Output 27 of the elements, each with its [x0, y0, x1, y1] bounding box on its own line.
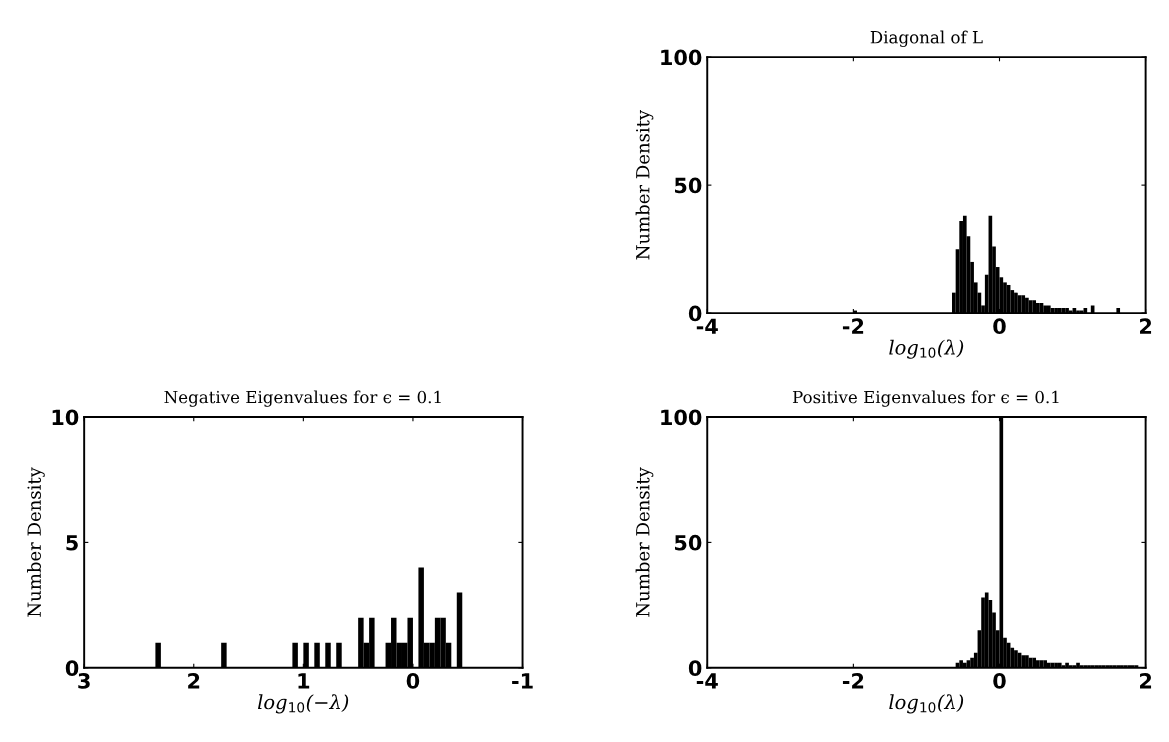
- y-axis-title: Number Density: [27, 467, 45, 617]
- y-tick-label: 50: [675, 534, 702, 551]
- x-axis-title: log$_{10}$(λ): [889, 694, 964, 714]
- x-tick-label: 3: [78, 673, 90, 689]
- x-tick-label: -2: [842, 673, 864, 689]
- x-tick-label: 2: [1140, 673, 1152, 689]
- x-tick-label: 0: [993, 673, 1006, 689]
- x-tick-label: 0: [406, 673, 420, 689]
- y-tick-label: 0: [65, 660, 79, 677]
- y-axis-title: Number Density: [635, 467, 654, 617]
- y-axis-title: Number Density: [635, 109, 654, 260]
- x-tick-label: -1: [512, 673, 533, 689]
- chart-title: Positive Eigenvalues for ϵ = 0.1: [792, 390, 1059, 407]
- x-tick-label: 2: [188, 673, 200, 689]
- y-tick-label: 50: [675, 177, 702, 194]
- y-tick-label: 10: [52, 409, 79, 426]
- chart-title: Negative Eigenvalues for ϵ = 0.1: [164, 390, 441, 407]
- x-tick-label: 0: [993, 318, 1006, 335]
- x-axis-title: log$_{10}$(−λ): [257, 694, 349, 714]
- y-tick-label: 5: [66, 535, 78, 551]
- y-tick-label: 100: [661, 49, 702, 66]
- x-tick-label: -2: [842, 318, 864, 334]
- x-tick-label: 1: [298, 673, 310, 689]
- x-tick-label: 2: [1140, 318, 1152, 334]
- chart-title: Diagonal of L: [870, 30, 983, 47]
- x-axis-title: log$_{10}$(λ): [889, 339, 964, 359]
- y-tick-label: 100: [661, 409, 702, 426]
